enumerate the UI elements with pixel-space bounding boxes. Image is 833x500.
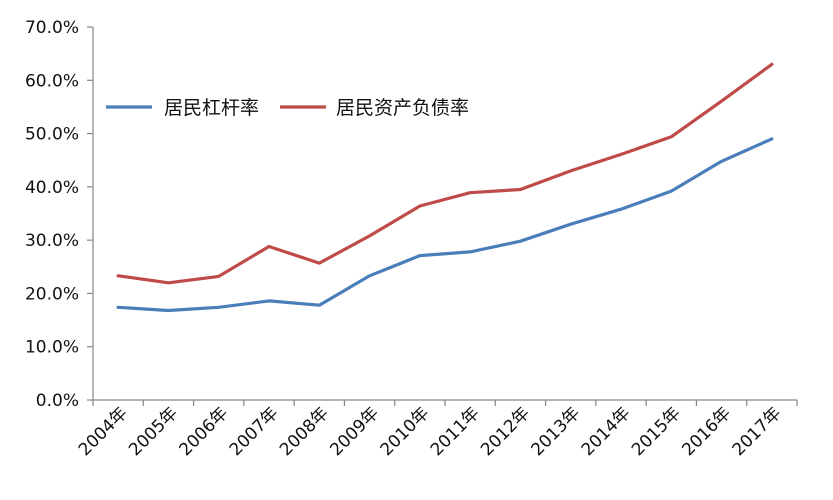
x-tick-label: 2012年 [477, 403, 534, 460]
x-tick-label: 2010年 [377, 403, 434, 460]
y-tick-label: 30.0% [25, 231, 79, 251]
legend: 居民杠杆率 居民资产负债率 [106, 97, 469, 119]
series-line-1 [116, 62, 774, 285]
y-axis: 0.0% 10.0% 20.0% 30.0% 40.0% 50.0% 60.0% 70.0% [25, 18, 94, 411]
x-tick-label: 2008年 [276, 403, 333, 460]
x-tick-label: 2011年 [427, 403, 484, 460]
x-tick-label: 2006年 [175, 403, 232, 460]
y-tick-label: 50.0% [25, 125, 79, 145]
legend-label-0: 居民杠杆率 [164, 97, 259, 119]
series-line-0 [116, 137, 774, 313]
x-tick-label: 2007年 [226, 403, 283, 460]
y-tick-label: 10.0% [25, 338, 79, 358]
x-tick-label: 2013年 [527, 403, 584, 460]
y-tick-label: 60.0% [25, 71, 79, 91]
x-tick-label: 2017年 [729, 403, 786, 460]
x-tick-label: 2016年 [678, 403, 735, 460]
legend-label-1: 居民资产负债率 [336, 97, 469, 119]
x-tick-label: 2015年 [628, 403, 685, 460]
y-tick-label: 20.0% [25, 284, 79, 304]
x-tick-label: 2004年 [75, 403, 132, 460]
x-tick-label: 2009年 [326, 403, 383, 460]
y-tick-label: 40.0% [25, 178, 79, 198]
x-tick-label: 2014年 [578, 403, 635, 460]
y-tick-label: 70.0% [25, 18, 79, 38]
plot-area [116, 62, 774, 313]
x-axis: 2004年2005年2006年2007年2008年2009年2010年2011年… [75, 399, 798, 460]
x-tick-label: 2005年 [125, 403, 182, 460]
y-tick-label: 0.0% [36, 391, 79, 411]
